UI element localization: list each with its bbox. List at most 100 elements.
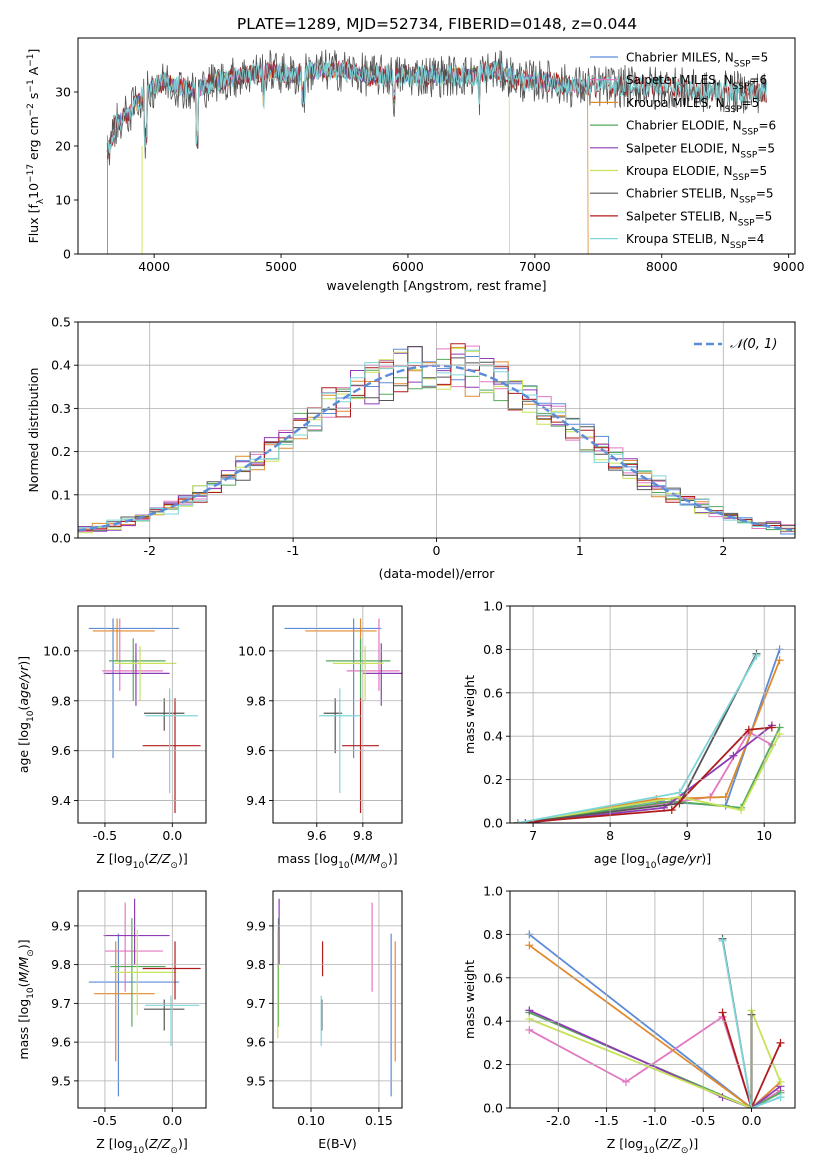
panel-age_vs_mass: 9.6 9.8 9.4 9.6 9.8 10.0 mass [log10(M/M⊙)] xyxy=(238,605,403,871)
x-tick-label: 6000 xyxy=(392,259,424,274)
legend-spectrum: Chabrier MILES, NSSP=5 Salpeter MILES, NS… xyxy=(590,51,776,251)
errorbar-salpeter_miles xyxy=(346,618,400,691)
plot-area-mass_vs_ebv xyxy=(277,898,396,1097)
point-marker xyxy=(525,941,534,950)
x-tick-label: -1.5 xyxy=(594,1113,618,1128)
errorbar-kroupa_miles xyxy=(94,941,155,1062)
point-marker xyxy=(621,1077,630,1086)
spectrum-line-chabrier_stelib xyxy=(106,49,767,166)
panel-weight_vs_age: 7 8 9 10 0.0 0.2 0.4 0.6 0.8 1.0 mass weight age [l… xyxy=(462,599,796,871)
panel-mass_vs_ebv: 0.10 0.15 9.5 9.6 9.7 9.8 9.9 E(B-V) xyxy=(246,890,403,1151)
y-tick-label: 10.0 xyxy=(238,643,266,658)
y-tick-label: 0.6 xyxy=(483,685,503,700)
spectrum-line-kroupa_elodie xyxy=(141,63,510,254)
y-tick-label: 0.0 xyxy=(51,531,71,546)
x-tick-label: -2 xyxy=(143,543,155,558)
x-tick-label: 9000 xyxy=(773,259,805,274)
axes-frame xyxy=(272,890,403,1109)
point-marker xyxy=(744,725,753,734)
y-tick-label: 9.5 xyxy=(246,1073,266,1088)
axes-frame xyxy=(509,890,796,1109)
y-tick-label: 9.6 xyxy=(246,1035,266,1050)
panel-spectrum: 4000 5000 6000 7000 8000 9000 0 10 20 30 Flux [fλ1… xyxy=(26,37,805,293)
y-tick-label: 9.7 xyxy=(246,996,266,1011)
y-axis-label: mass weight xyxy=(462,675,477,754)
errorbar-kroupa_stelib xyxy=(145,688,198,794)
errorbar-salpeter_stelib xyxy=(142,941,201,1000)
axes-frame xyxy=(77,890,207,1109)
errorbar-chabrier_elodie xyxy=(108,638,166,701)
x-tick-label: -0.5 xyxy=(691,1113,715,1128)
errorbar-chabrier_stelib xyxy=(323,698,343,754)
y-axis-label: mass [log10(M/M⊙)] xyxy=(16,939,36,1059)
point-marker xyxy=(776,1077,785,1086)
errorbar-kroupa_miles xyxy=(305,618,377,661)
point-marker xyxy=(776,1038,785,1047)
series-line xyxy=(528,944,782,1108)
y-tick-label: 9.8 xyxy=(51,693,71,708)
y-tick-label: 9.6 xyxy=(51,743,71,758)
x-tick-label: -2.0 xyxy=(546,1113,570,1128)
x-tick-label: 10 xyxy=(756,828,772,843)
legend-label: Chabrier MILES, NSSP=5 xyxy=(626,51,768,70)
errorbar-kroupa_elodie xyxy=(332,645,384,701)
y-tick-label: 9.9 xyxy=(51,918,71,933)
legend-label: Chabrier STELIB, NSSP=5 xyxy=(626,187,774,206)
legend-label: Salpeter MILES, NSSP=6 xyxy=(626,73,767,92)
y-tick-label: 10.0 xyxy=(43,643,71,658)
point-marker xyxy=(729,751,738,760)
y-tick-label: 30 xyxy=(55,85,71,100)
y-tick-label: 9.5 xyxy=(51,1073,71,1088)
errorbar-chabrier_miles xyxy=(88,618,180,759)
x-tick-label: 8 xyxy=(606,828,614,843)
y-tick-label: 10 xyxy=(55,193,71,208)
legend-label: 𝒩(0, 1) xyxy=(730,337,777,352)
y-tick-label: 0.2 xyxy=(483,772,503,787)
x-axis-label: mass [log10(M/M⊙)] xyxy=(277,851,397,871)
point-marker xyxy=(718,1008,727,1017)
point-marker xyxy=(525,1025,534,1034)
errorbar-salpeter_stelib xyxy=(342,698,379,814)
y-tick-label: 9.7 xyxy=(51,996,71,1011)
x-tick-label: 0.0 xyxy=(162,1113,182,1128)
y-tick-label: 0.4 xyxy=(51,358,71,373)
errorbar-salpeter_miles xyxy=(104,902,163,992)
point-marker xyxy=(767,723,776,732)
point-marker xyxy=(718,936,727,945)
legend-label: Chabrier ELODIE, NSSP=6 xyxy=(626,119,776,138)
x-tick-label: 0.15 xyxy=(365,1113,393,1128)
y-tick-label: 9.8 xyxy=(246,957,266,972)
x-tick-label: -0.5 xyxy=(93,828,117,843)
x-tick-label: 7 xyxy=(529,828,537,843)
y-tick-label: 20 xyxy=(55,139,71,154)
y-tick-label: 9.8 xyxy=(246,693,266,708)
x-tick-label: 9 xyxy=(683,828,691,843)
x-tick-label: 5000 xyxy=(265,259,297,274)
point-marker xyxy=(521,819,530,823)
errorbar-chabrier_stelib xyxy=(144,999,185,1031)
y-tick-label: 0.0 xyxy=(483,816,503,831)
point-marker xyxy=(525,1006,534,1015)
errorbar-kroupa_miles xyxy=(92,618,155,661)
x-tick-label: 7000 xyxy=(519,259,551,274)
legend-label: Salpeter STELIB, NSSP=5 xyxy=(626,209,772,228)
y-tick-label: 0.4 xyxy=(483,729,503,744)
point-marker xyxy=(737,805,746,814)
panel-mass_vs_Z: -0.5 0.0 9.5 9.6 9.7 9.8 9.9 mass [log10(M/M⊙)]… xyxy=(16,890,207,1156)
errorbar-salpeter_miles xyxy=(102,618,163,691)
errorbar-salpeter_elodie xyxy=(103,898,170,965)
y-tick-label: 0.3 xyxy=(51,401,71,416)
errorbar-chabrier_stelib xyxy=(144,698,185,731)
x-tick-label: 4000 xyxy=(138,259,170,274)
legend-label: Kroupa ELODIE, NSSP=5 xyxy=(626,164,767,183)
x-axis-label: (data-model)/error xyxy=(379,566,496,581)
y-tick-label: 0 xyxy=(63,247,71,262)
point-marker xyxy=(513,819,522,823)
x-tick-label: 0.0 xyxy=(162,828,182,843)
y-axis-label: Flux [fλ10−17 erg cm−2 s−1 A−1] xyxy=(26,49,46,244)
legend-label: Kroupa STELIB, NSSP=4 xyxy=(626,232,764,251)
point-marker xyxy=(752,651,761,660)
figure-title: PLATE=1289, MJD=52734, FIBERID=0148, z=0… xyxy=(237,15,637,33)
